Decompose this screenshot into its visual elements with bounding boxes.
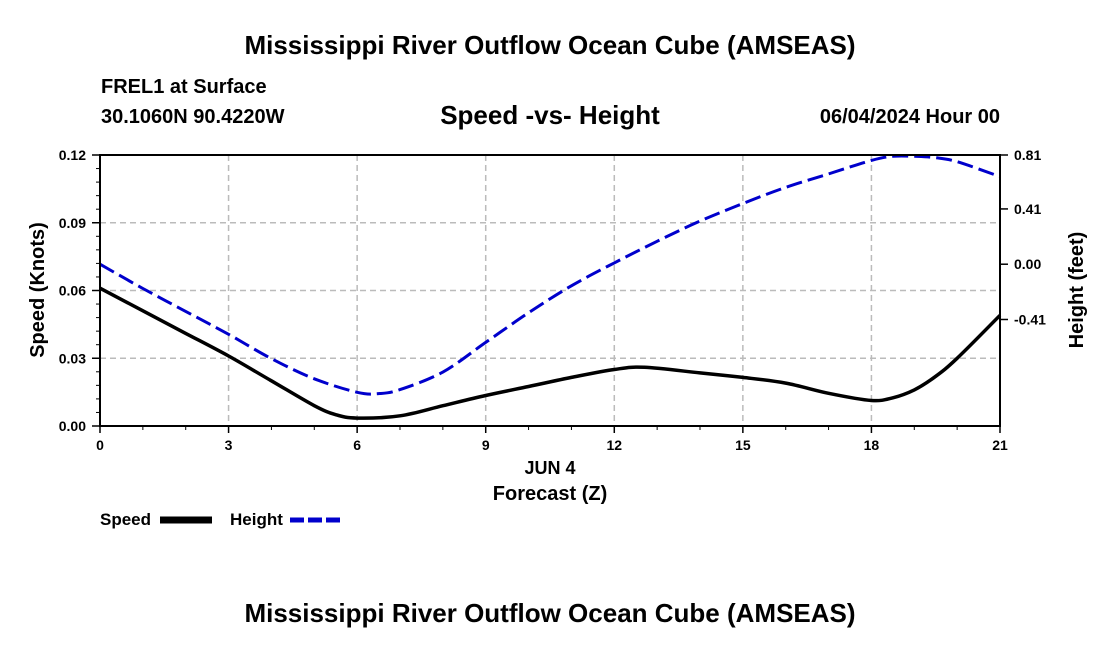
footer-title: Mississippi River Outflow Ocean Cube (AM… xyxy=(244,598,856,628)
forecast-datetime: 06/04/2024 Hour 00 xyxy=(819,106,1000,128)
x-tick-label: 9 xyxy=(482,437,490,453)
x-tick-label: 0 xyxy=(96,437,104,453)
y-right-tick-label: 0.41 xyxy=(1014,201,1041,217)
legend: Speed Height xyxy=(100,510,342,529)
tick-layer: 0 3 6 9 12 15 18 21 0.00 0.03 0.06 0.09 0.12 -0.41 0.0… xyxy=(59,147,1046,453)
x-tick-label: 12 xyxy=(606,437,622,453)
series-layer xyxy=(99,154,1002,420)
y-left-tick-label: 0.03 xyxy=(59,350,86,366)
series-speed-line xyxy=(99,286,1002,420)
y-axis-right-label: Height (feet) xyxy=(1066,232,1088,349)
x-tick-label: 15 xyxy=(735,437,751,453)
x-tick-label: 6 xyxy=(353,437,361,453)
y-right-tick-label: 0.00 xyxy=(1014,256,1041,272)
y-left-tick-label: 0.09 xyxy=(59,215,86,231)
chart-subtitle: Speed -vs- Height xyxy=(440,100,660,130)
y-axis-left-label: Speed (Knots) xyxy=(27,222,49,358)
x-axis-label: Forecast (Z) xyxy=(493,483,607,505)
y-left-tick-label: 0.12 xyxy=(59,147,86,163)
coordinates-label: 30.1060N 90.4220W xyxy=(101,106,285,128)
x-tick-label: 18 xyxy=(864,437,880,453)
legend-height-label: Height xyxy=(230,510,283,529)
x-tick-label: 21 xyxy=(992,437,1008,453)
x-date-label: JUN 4 xyxy=(524,458,575,478)
station-label: FREL1 at Surface xyxy=(101,76,267,98)
y-right-tick-label: 0.81 xyxy=(1014,147,1041,163)
legend-speed-label: Speed xyxy=(100,510,151,529)
y-right-tick-label: -0.41 xyxy=(1014,311,1046,327)
x-tick-label: 3 xyxy=(225,437,233,453)
grid-layer xyxy=(100,154,1000,426)
main-title: Mississippi River Outflow Ocean Cube (AM… xyxy=(244,30,856,60)
y-left-tick-label: 0.06 xyxy=(59,283,86,299)
series-height-line xyxy=(99,154,1001,396)
y-left-tick-label: 0.00 xyxy=(59,418,86,434)
